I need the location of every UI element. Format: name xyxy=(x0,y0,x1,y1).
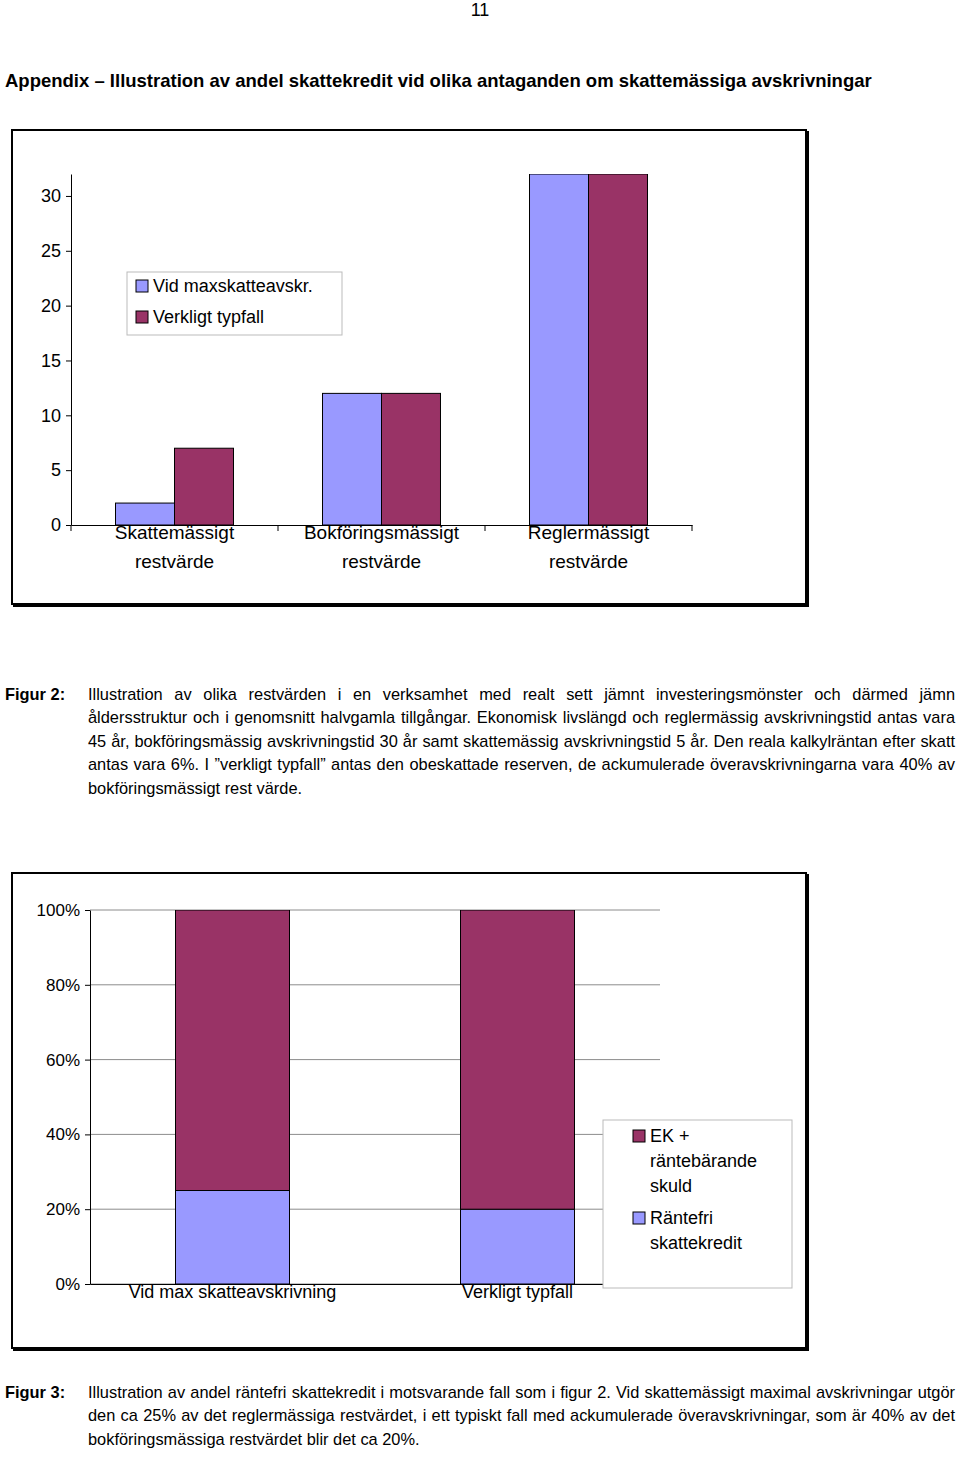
y-axis: 0% 20% 40% 60% 80% 100% xyxy=(37,901,91,1294)
bar xyxy=(323,393,382,525)
tick: Bokföringsmässigtrestvärde xyxy=(304,522,460,572)
tick: Reglermässigtrestvärde xyxy=(528,522,650,572)
legend-swatch xyxy=(633,1212,645,1224)
tick-mark xyxy=(66,306,71,307)
tick-label: 0 xyxy=(51,515,61,535)
caption-text: Illustration av olika restvärden i en ve… xyxy=(88,683,955,800)
figure-caption: Figur 2:Illustration av olika restvärden… xyxy=(5,683,955,800)
category-separator xyxy=(71,525,72,531)
bar xyxy=(175,448,234,525)
x-axis: Skattemässigtrestvärde Bokföringsmässigtr… xyxy=(72,522,693,572)
tick-label: 10 xyxy=(41,406,61,426)
legend-entry: Verkligt typfall xyxy=(153,307,264,327)
tick-label: 100% xyxy=(37,901,80,920)
tick-mark xyxy=(66,470,71,471)
legend: EK +räntebärandeskuld Räntefriskattekredi… xyxy=(603,1120,792,1288)
legend-swatch xyxy=(136,280,148,292)
bar xyxy=(589,174,648,525)
legend-entry: EK +räntebärandeskuld xyxy=(650,1126,757,1196)
tick: 0 xyxy=(51,515,71,535)
tick: 5 xyxy=(51,460,71,480)
bar-segment xyxy=(461,910,575,1209)
tick-mark xyxy=(66,525,71,526)
tick: Vid max skatteavskrivning xyxy=(129,1282,337,1302)
legend-entry: Räntefriskattekredit xyxy=(650,1208,742,1253)
tick: 0% xyxy=(55,1275,90,1294)
legend-box xyxy=(603,1120,792,1288)
bar xyxy=(382,393,441,525)
tick-label: 20% xyxy=(46,1200,80,1219)
tick-label: 80% xyxy=(46,976,80,995)
tick-label: 0% xyxy=(55,1275,80,1294)
tick: 60% xyxy=(46,1051,90,1070)
tick-mark xyxy=(85,1060,90,1061)
category-label: Skattemässigtrestvärde xyxy=(115,522,235,572)
axis-line xyxy=(90,911,91,1285)
tick-mark xyxy=(85,985,90,986)
tick: Verkligt typfall xyxy=(462,1282,573,1302)
category-separator xyxy=(278,525,279,531)
chart: 0 5 10 15 20 25 30 Skattemässigtrestvärde Bokför… xyxy=(12,130,806,604)
bar-segment xyxy=(176,910,290,1191)
legend: Vid maxskatteavskr. Verkligt typfall xyxy=(127,272,342,335)
page-charts: 0 5 10 15 20 25 30 Skattemässigtrestvärde Bokför… xyxy=(0,0,960,1472)
category-label: Vid max skatteavskrivning xyxy=(129,1282,337,1302)
tick-mark xyxy=(66,196,71,197)
axis-line xyxy=(71,175,72,526)
chart-frame xyxy=(12,873,806,1348)
category-label: Verkligt typfall xyxy=(462,1282,573,1302)
legend-entry: Vid maxskatteavskr. xyxy=(153,276,313,296)
tick: 30 xyxy=(41,186,71,206)
tick-mark xyxy=(66,415,71,416)
tick-label: 30 xyxy=(41,186,61,206)
category-separator xyxy=(692,525,693,531)
tick: Skattemässigtrestvärde xyxy=(115,522,235,572)
tick-label: 5 xyxy=(51,460,61,480)
tick: 15 xyxy=(41,351,71,371)
caption-label: Figur 2: xyxy=(5,683,88,800)
tick-mark xyxy=(66,360,71,361)
x-axis: Vid max skatteavskrivning Verkligt typfal… xyxy=(91,1282,661,1302)
tick: 20% xyxy=(46,1200,90,1219)
figure-caption: Figur 3:Illustration av andel räntefri s… xyxy=(5,1381,955,1451)
y-axis: 0 5 10 15 20 25 30 xyxy=(41,175,72,536)
tick: 80% xyxy=(46,976,90,995)
tick-mark xyxy=(85,1209,90,1210)
plot-marks xyxy=(176,910,575,1284)
tick: 10 xyxy=(41,406,71,426)
caption-text: Illustration av andel räntefri skattekre… xyxy=(88,1381,955,1451)
legend-swatch xyxy=(633,1130,645,1142)
category-label: Reglermässigtrestvärde xyxy=(528,522,650,572)
tick-mark xyxy=(85,1284,90,1285)
tick-label: 20 xyxy=(41,296,61,316)
bar xyxy=(530,174,589,525)
category-label: Bokföringsmässigtrestvärde xyxy=(304,522,460,572)
category-separator xyxy=(485,525,486,531)
tick: 20 xyxy=(41,296,71,316)
tick-label: 40% xyxy=(46,1125,80,1144)
tick-mark xyxy=(66,251,71,252)
legend-swatch xyxy=(136,311,148,323)
tick-mark xyxy=(85,1134,90,1135)
tick-label: 60% xyxy=(46,1051,80,1070)
bar-segment xyxy=(461,1209,575,1284)
heading: Appendix – Illustration av andel skattek… xyxy=(5,70,872,92)
tick: 100% xyxy=(37,901,90,920)
bar-segment xyxy=(176,1191,290,1285)
chart-frame xyxy=(12,130,806,604)
legend-box xyxy=(127,272,342,335)
caption-label: Figur 3: xyxy=(5,1381,88,1451)
tick-label: 25 xyxy=(41,241,61,261)
tick: 40% xyxy=(46,1125,90,1144)
plot-marks xyxy=(116,174,648,525)
chart: 0% 20% 40% 60% 80% 100% Vid max skatteavskrivn… xyxy=(12,873,806,1348)
tick-mark xyxy=(85,910,90,911)
tick-label: 15 xyxy=(41,351,61,371)
page-number: 11 xyxy=(0,0,960,21)
tick: 25 xyxy=(41,241,71,261)
